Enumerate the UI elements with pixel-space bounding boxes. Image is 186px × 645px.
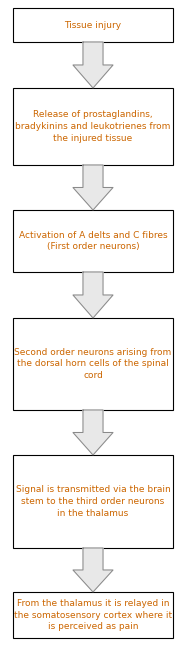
- Bar: [13, 592, 173, 638]
- Bar: [13, 455, 173, 548]
- Text: Activation of A delts and C fibres
(First order neurons): Activation of A delts and C fibres (Firs…: [19, 231, 167, 252]
- Bar: [13, 210, 173, 272]
- Polygon shape: [73, 272, 113, 318]
- Bar: [13, 318, 173, 410]
- Polygon shape: [73, 548, 113, 592]
- Text: Tissue injury: Tissue injury: [64, 21, 122, 30]
- Text: Release of prostaglandins,
bradykinins and leukotrienes from
the injured tissue: Release of prostaglandins, bradykinins a…: [15, 110, 171, 143]
- Polygon shape: [73, 42, 113, 88]
- Text: Signal is transmitted via the brain
stem to the third order neurons
in the thala: Signal is transmitted via the brain stem…: [16, 485, 170, 518]
- Polygon shape: [73, 165, 113, 210]
- Bar: [13, 88, 173, 165]
- Text: Second order neurons arising from
the dorsal horn cells of the spinal
cord: Second order neurons arising from the do…: [14, 348, 172, 381]
- Text: From the thalamus it is relayed in
the somatosensory cortex where it
is perceive: From the thalamus it is relayed in the s…: [14, 599, 172, 631]
- Polygon shape: [73, 410, 113, 455]
- Bar: [13, 8, 173, 42]
